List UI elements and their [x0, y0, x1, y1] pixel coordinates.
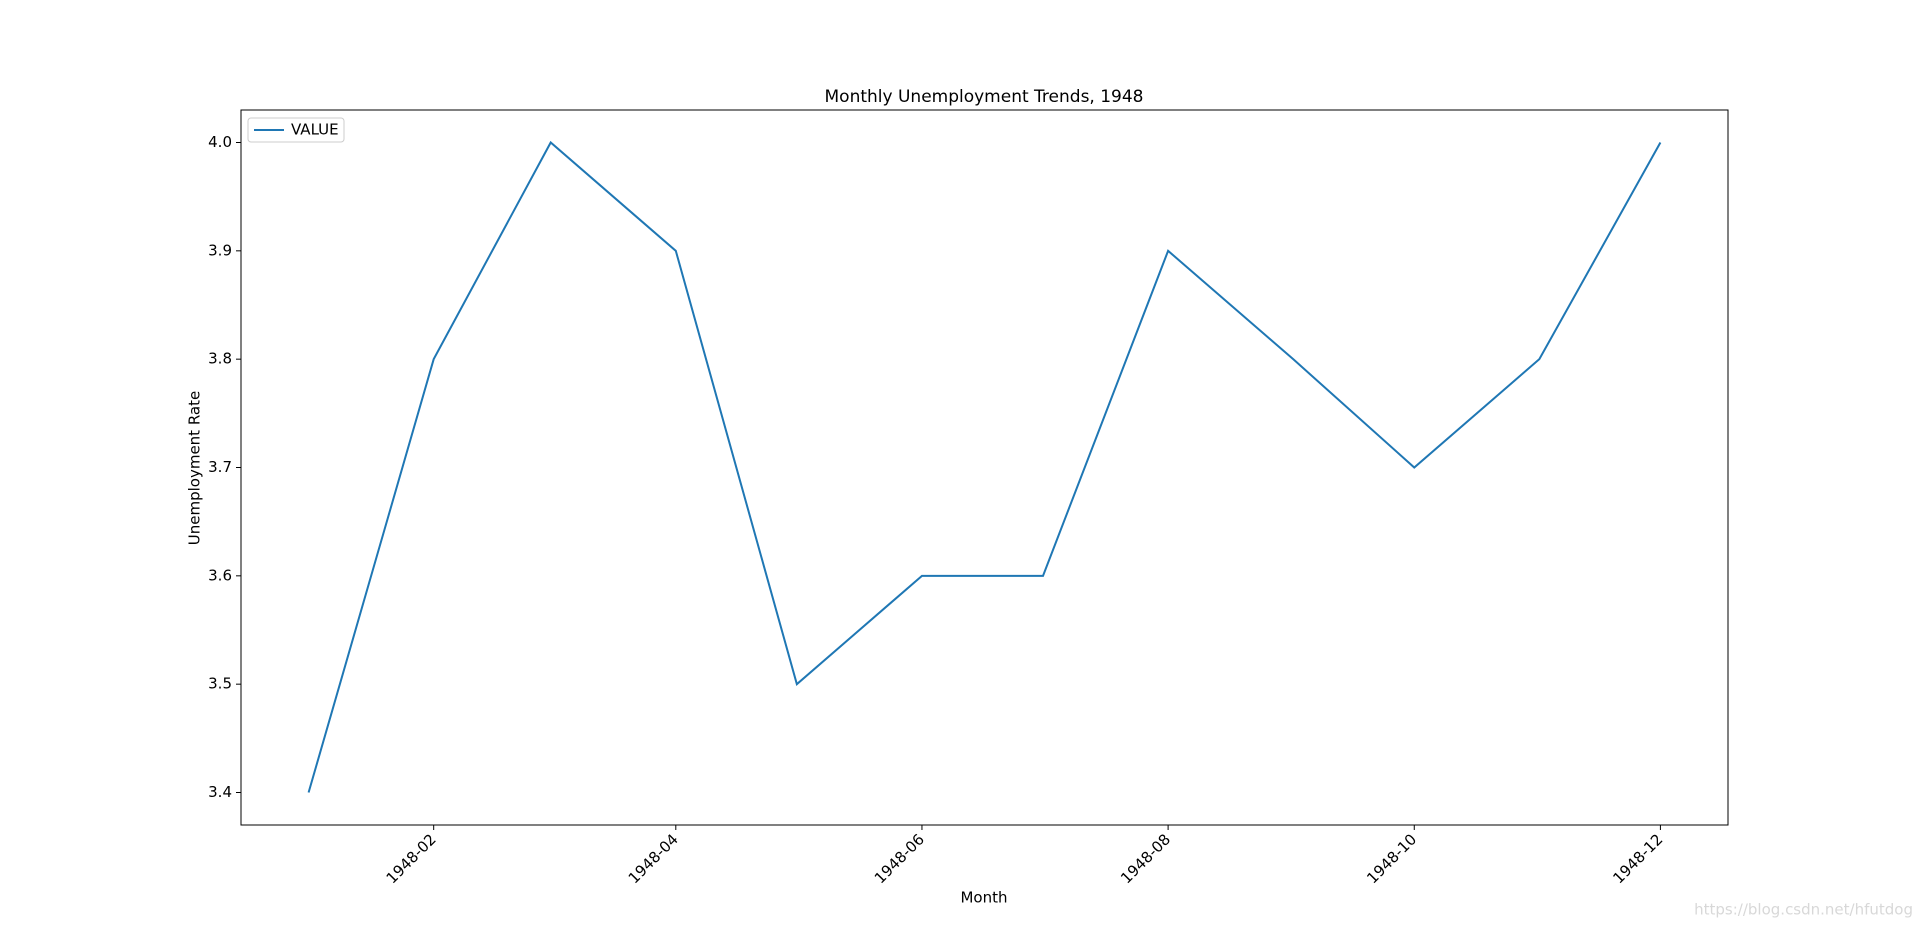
x-tick-label: 1948-12	[1609, 830, 1666, 887]
y-tick-label: 3.4	[208, 783, 232, 801]
x-tick-label: 1948-04	[625, 830, 682, 887]
y-tick-label: 3.9	[208, 241, 232, 259]
plot-frame	[240, 109, 1729, 826]
y-tick-label: 3.6	[208, 566, 232, 584]
y-tick-label: 4.0	[208, 133, 232, 151]
x-axis-label: Month	[960, 889, 1007, 907]
legend-label: VALUE	[291, 121, 339, 139]
x-tick-label: 1948-08	[1117, 830, 1174, 887]
y-tick-label: 3.5	[208, 675, 232, 693]
y-tick-label: 3.8	[208, 350, 232, 368]
watermark: https://blog.csdn.net/hfutdog	[1694, 901, 1913, 919]
x-tick-label: 1948-10	[1363, 830, 1420, 887]
y-tick-label: 3.7	[208, 458, 232, 476]
x-tick-label: 1948-06	[871, 830, 928, 887]
legend-box	[247, 117, 345, 143]
data-line	[307, 140, 1662, 793]
x-tick-label: 1948-02	[383, 830, 440, 887]
chart-title: Monthly Unemployment Trends, 1948	[825, 87, 1144, 107]
y-axis-label: Unemployment Rate	[186, 391, 204, 545]
